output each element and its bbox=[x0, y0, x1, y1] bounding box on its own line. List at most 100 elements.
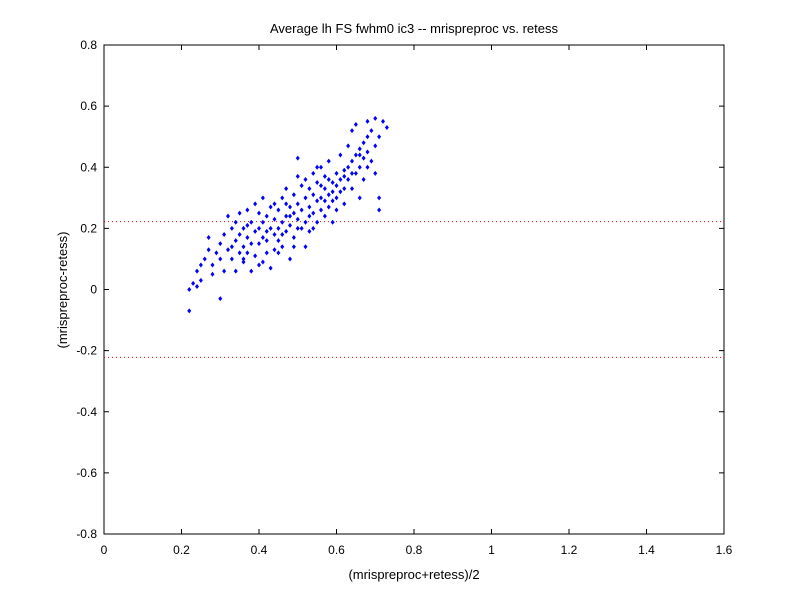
data-point bbox=[206, 235, 211, 241]
data-point bbox=[311, 225, 316, 231]
data-point bbox=[237, 231, 242, 237]
data-point bbox=[350, 170, 354, 176]
data-point bbox=[253, 228, 258, 234]
data-point bbox=[260, 219, 265, 225]
data-point bbox=[237, 250, 242, 256]
data-point bbox=[260, 235, 265, 241]
data-point bbox=[326, 192, 331, 198]
data-point bbox=[291, 235, 296, 241]
data-point bbox=[377, 207, 382, 213]
data-point bbox=[245, 222, 250, 228]
data-point bbox=[330, 189, 335, 195]
data-point bbox=[218, 241, 223, 247]
data-point bbox=[280, 195, 285, 201]
data-point bbox=[264, 213, 269, 219]
data-point bbox=[334, 195, 339, 201]
y-tick-label: 0.6 bbox=[80, 99, 97, 113]
data-point bbox=[334, 183, 339, 189]
data-point bbox=[319, 183, 323, 189]
data-point bbox=[338, 152, 343, 158]
data-point bbox=[241, 225, 246, 231]
data-point bbox=[311, 170, 316, 176]
data-point bbox=[272, 247, 277, 253]
y-tick-label: -0.6 bbox=[76, 466, 97, 480]
data-point bbox=[276, 207, 281, 213]
data-point bbox=[245, 250, 250, 256]
x-axis-label: (mrispreproc+retess)/2 bbox=[348, 567, 479, 582]
data-point bbox=[222, 268, 227, 274]
x-tick-label: 0.6 bbox=[328, 543, 345, 557]
data-point bbox=[361, 176, 366, 182]
data-point bbox=[233, 268, 238, 274]
data-point bbox=[191, 280, 196, 286]
data-point bbox=[195, 283, 199, 289]
data-point bbox=[322, 213, 327, 219]
data-point bbox=[299, 183, 304, 189]
data-point bbox=[249, 219, 254, 225]
data-point bbox=[233, 238, 238, 244]
data-point bbox=[361, 155, 366, 161]
data-point bbox=[288, 256, 292, 262]
data-point bbox=[229, 244, 234, 250]
data-point bbox=[365, 164, 370, 170]
data-point bbox=[198, 262, 203, 268]
data-point bbox=[361, 140, 366, 146]
data-point bbox=[315, 164, 320, 170]
data-point bbox=[350, 186, 354, 192]
data-point bbox=[365, 134, 370, 140]
data-point bbox=[276, 250, 281, 256]
data-point bbox=[322, 173, 327, 179]
data-point bbox=[315, 219, 320, 225]
y-axis-ticks: -0.8 -0.6 -0.4 -0.2 0 0.2 0.4 0.6 0.8 bbox=[76, 38, 724, 541]
x-tick-label: 1 bbox=[488, 543, 495, 557]
data-point bbox=[369, 158, 374, 164]
data-point bbox=[307, 213, 312, 219]
data-point bbox=[268, 225, 273, 231]
data-point bbox=[311, 192, 316, 198]
data-point bbox=[330, 180, 335, 186]
plot-area bbox=[103, 44, 725, 535]
data-point bbox=[288, 204, 292, 210]
data-point bbox=[295, 225, 300, 231]
data-point bbox=[291, 192, 296, 198]
y-tick-label: -0.2 bbox=[76, 344, 97, 358]
data-point bbox=[253, 201, 258, 207]
data-point bbox=[257, 225, 261, 231]
data-point bbox=[303, 176, 308, 182]
data-point bbox=[288, 222, 292, 228]
data-point bbox=[257, 241, 261, 247]
data-point bbox=[210, 262, 215, 268]
data-point bbox=[381, 118, 385, 124]
data-point bbox=[222, 231, 227, 237]
data-point bbox=[198, 277, 203, 283]
x-tick-label: 0 bbox=[101, 543, 108, 557]
data-point bbox=[319, 164, 323, 170]
data-point bbox=[229, 256, 234, 262]
data-point bbox=[249, 241, 254, 247]
data-point bbox=[357, 195, 362, 201]
data-point bbox=[373, 115, 378, 121]
data-point bbox=[226, 247, 230, 253]
data-point bbox=[241, 256, 246, 262]
data-point bbox=[276, 238, 281, 244]
x-tick-label: 0.2 bbox=[173, 543, 190, 557]
data-point bbox=[338, 189, 343, 195]
reference-lines bbox=[104, 221, 724, 358]
data-point bbox=[291, 244, 296, 250]
data-point bbox=[346, 164, 351, 170]
data-point bbox=[315, 180, 320, 186]
data-point bbox=[195, 268, 199, 274]
data-point bbox=[338, 176, 343, 182]
data-point bbox=[299, 225, 304, 231]
data-point bbox=[369, 128, 374, 134]
data-point bbox=[284, 213, 289, 219]
data-point bbox=[326, 176, 331, 182]
data-point bbox=[373, 143, 378, 149]
y-tick-label: 0.4 bbox=[80, 160, 97, 174]
data-point bbox=[299, 207, 304, 213]
data-point bbox=[264, 250, 269, 256]
data-point bbox=[260, 195, 265, 201]
data-point bbox=[210, 271, 215, 277]
y-tick-label: 0.2 bbox=[80, 221, 97, 235]
data-point bbox=[268, 265, 273, 271]
